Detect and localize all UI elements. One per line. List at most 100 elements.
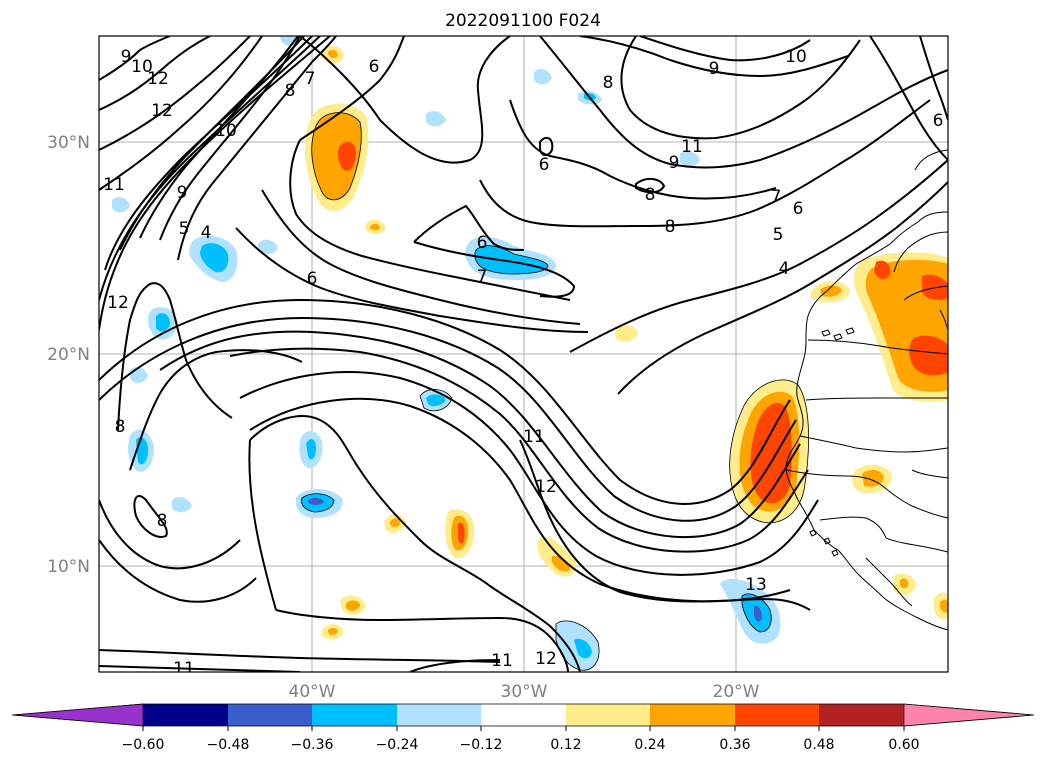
lat-label-10n: 10°N [47, 557, 90, 577]
colorbar-tick-label: 0.24 [634, 737, 665, 753]
colorbar-tick-label: 0.60 [888, 737, 919, 753]
contour-label: 8 [285, 81, 296, 101]
contour-label: 6 [539, 155, 550, 175]
patch-outline [311, 112, 362, 201]
contour-line [99, 36, 211, 111]
lon-label-40w: 40°W [289, 682, 336, 702]
contour-line [117, 282, 233, 431]
contour-label: 12 [151, 101, 173, 121]
positive-patch-africa-north [874, 260, 891, 280]
contour-line [409, 659, 501, 672]
contour-line [299, 36, 511, 164]
country-border [785, 469, 881, 485]
colorbar-tick-label: −0.36 [291, 737, 334, 753]
contour-label: 6 [477, 233, 488, 253]
positive-patch-small [900, 578, 909, 589]
positive-patch-north [337, 141, 356, 171]
colorbar-segment [143, 704, 228, 726]
map-title: 2022091100 F024 [445, 11, 601, 31]
contour-line [635, 178, 666, 194]
contour-line [159, 330, 801, 539]
country-border [805, 397, 948, 401]
positive-patch-small [616, 325, 638, 342]
colorbar: −0.60 −0.48 −0.36 −0.24 −0.12 0.12 0.24 … [11, 703, 1035, 753]
contour-label: 6 [793, 199, 804, 219]
contour-line [289, 139, 571, 301]
negative-patch [574, 638, 592, 659]
lat-labels: 30°N 20°N 10°N [47, 133, 90, 577]
colorbar-tick-label: 0.12 [550, 737, 581, 753]
country-border [903, 285, 948, 301]
contour-label: 5 [773, 225, 784, 245]
country-border [807, 339, 948, 355]
negative-patch [308, 497, 324, 505]
colorbar-segment [481, 704, 566, 726]
negative-patch [200, 243, 229, 273]
country-border [879, 483, 948, 519]
contour-label: 4 [779, 259, 790, 279]
contour-label: 8 [645, 185, 656, 205]
colorbar-tick-label: −0.48 [207, 737, 250, 753]
contour-label: 4 [201, 223, 212, 243]
contour-line [99, 36, 251, 151]
cape-verde-island [831, 549, 839, 557]
contour-line [413, 204, 525, 251]
contour-label: 9 [669, 153, 680, 173]
contour-label: 6 [369, 57, 380, 77]
contour-label: 12 [147, 69, 169, 89]
positive-patch-small [328, 49, 338, 59]
contour-line [249, 397, 791, 603]
contour-line [299, 36, 405, 141]
contour-line [248, 439, 277, 611]
canary-island [845, 327, 855, 335]
patch-outline [555, 620, 600, 671]
contour-label: 8 [603, 73, 614, 93]
patch-outline [741, 593, 772, 633]
contour-label: 9 [709, 59, 720, 79]
contour-line [539, 136, 554, 156]
positive-patch-small [862, 469, 884, 487]
contour-line [569, 159, 948, 353]
colorbar-tick-label: −0.60 [122, 737, 165, 753]
contour-label: 12 [107, 293, 129, 313]
contour-line [104, 36, 313, 271]
contour-line [539, 36, 948, 169]
contour-line [617, 181, 948, 395]
country-border [855, 447, 948, 453]
contour-label: 11 [491, 651, 513, 671]
colorbar-ticks [142, 726, 905, 731]
colorbar-segment [650, 704, 735, 726]
colorbar-extend-high [903, 703, 1035, 727]
negative-patch [474, 245, 548, 274]
contour-line [519, 439, 811, 611]
contour-line [275, 609, 569, 672]
contour-label: 9 [121, 47, 132, 67]
contour-line [99, 36, 171, 81]
colorbar-tick-label: −0.24 [376, 737, 419, 753]
positive-patch-north [311, 112, 362, 200]
lat-label-20n: 20°N [47, 345, 90, 365]
cape-verde-island [809, 529, 817, 537]
contour-line [139, 36, 299, 239]
contour-line [509, 99, 777, 200]
contour-line [869, 36, 948, 161]
contour-label: 6 [307, 269, 318, 289]
colorbar-segment [228, 704, 312, 726]
negative-patch [426, 111, 446, 127]
country-border [885, 537, 948, 553]
colorbar-tick-label: −0.12 [460, 737, 503, 753]
contour-line [639, 36, 811, 62]
positive-patch-small [940, 599, 948, 613]
patch-outline [301, 493, 335, 513]
contour-label: 9 [177, 183, 188, 203]
contour-label: 7 [771, 187, 782, 207]
contour-lines [99, 36, 948, 672]
colorbar-segment [819, 704, 904, 726]
contour-labels: 9 10 12 12 10 9 8 5 4 11 12 8 8 7 6 6 6 … [103, 47, 943, 679]
contour-line [919, 36, 948, 121]
contour-line [249, 415, 581, 672]
contour-label: 11 [173, 659, 195, 679]
negative-patch [112, 197, 130, 213]
coastlines [785, 149, 948, 631]
negative-patch [534, 69, 552, 85]
